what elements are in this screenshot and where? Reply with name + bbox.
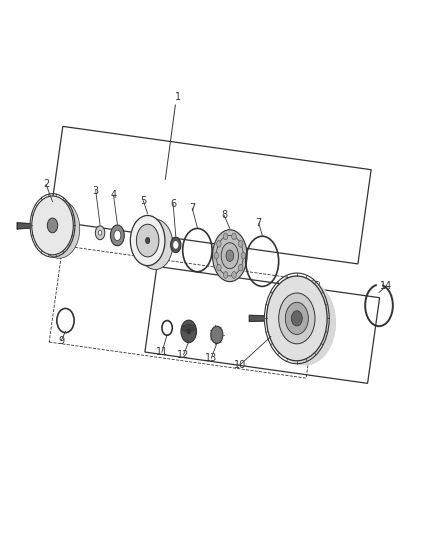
Text: 9: 9 xyxy=(58,336,64,346)
Text: 11: 11 xyxy=(156,347,168,357)
Text: 7: 7 xyxy=(256,218,262,228)
Ellipse shape xyxy=(212,230,247,281)
Ellipse shape xyxy=(272,279,333,364)
Ellipse shape xyxy=(267,276,327,361)
Polygon shape xyxy=(249,316,265,321)
Ellipse shape xyxy=(131,216,166,266)
Ellipse shape xyxy=(173,241,178,249)
Ellipse shape xyxy=(270,278,331,362)
Text: 8: 8 xyxy=(221,211,227,221)
Ellipse shape xyxy=(221,243,238,269)
Ellipse shape xyxy=(214,252,219,259)
Ellipse shape xyxy=(99,230,102,235)
Ellipse shape xyxy=(170,237,181,253)
Ellipse shape xyxy=(134,217,168,268)
Ellipse shape xyxy=(223,272,228,278)
Ellipse shape xyxy=(285,302,308,335)
Text: 10: 10 xyxy=(233,360,246,370)
Text: 5: 5 xyxy=(140,196,146,206)
Ellipse shape xyxy=(131,215,165,265)
Ellipse shape xyxy=(275,280,336,365)
Ellipse shape xyxy=(279,293,315,344)
Ellipse shape xyxy=(136,218,170,269)
Ellipse shape xyxy=(133,216,167,266)
Ellipse shape xyxy=(223,233,228,240)
Ellipse shape xyxy=(267,276,327,361)
Ellipse shape xyxy=(114,230,121,240)
Ellipse shape xyxy=(145,238,150,244)
Ellipse shape xyxy=(268,277,329,362)
Ellipse shape xyxy=(187,328,191,334)
Ellipse shape xyxy=(226,250,233,261)
Ellipse shape xyxy=(95,226,105,240)
Ellipse shape xyxy=(181,320,197,343)
Text: 4: 4 xyxy=(110,190,117,200)
Ellipse shape xyxy=(269,278,330,362)
Ellipse shape xyxy=(32,196,73,255)
Ellipse shape xyxy=(135,217,170,268)
Ellipse shape xyxy=(238,264,243,271)
Ellipse shape xyxy=(182,325,196,332)
Ellipse shape xyxy=(137,219,172,269)
Ellipse shape xyxy=(232,233,236,240)
Ellipse shape xyxy=(217,264,221,271)
Ellipse shape xyxy=(138,220,173,270)
Text: 3: 3 xyxy=(93,186,99,196)
Text: 1: 1 xyxy=(175,92,181,102)
Ellipse shape xyxy=(291,311,302,326)
Ellipse shape xyxy=(38,199,80,259)
Ellipse shape xyxy=(110,225,124,246)
Text: 13: 13 xyxy=(205,353,217,363)
Ellipse shape xyxy=(273,279,334,364)
Polygon shape xyxy=(377,281,381,287)
Ellipse shape xyxy=(268,277,328,361)
Ellipse shape xyxy=(272,278,332,363)
Ellipse shape xyxy=(131,215,165,265)
Ellipse shape xyxy=(136,224,159,257)
Ellipse shape xyxy=(232,272,236,278)
Ellipse shape xyxy=(238,240,243,247)
Ellipse shape xyxy=(274,280,335,365)
Ellipse shape xyxy=(47,218,58,233)
Polygon shape xyxy=(17,223,30,229)
Text: 12: 12 xyxy=(177,350,190,360)
Text: 6: 6 xyxy=(170,199,176,209)
Ellipse shape xyxy=(217,240,221,247)
Text: 2: 2 xyxy=(43,179,49,189)
Text: 7: 7 xyxy=(189,203,195,213)
Text: 14: 14 xyxy=(380,281,392,291)
Ellipse shape xyxy=(211,326,223,343)
Ellipse shape xyxy=(241,252,246,259)
